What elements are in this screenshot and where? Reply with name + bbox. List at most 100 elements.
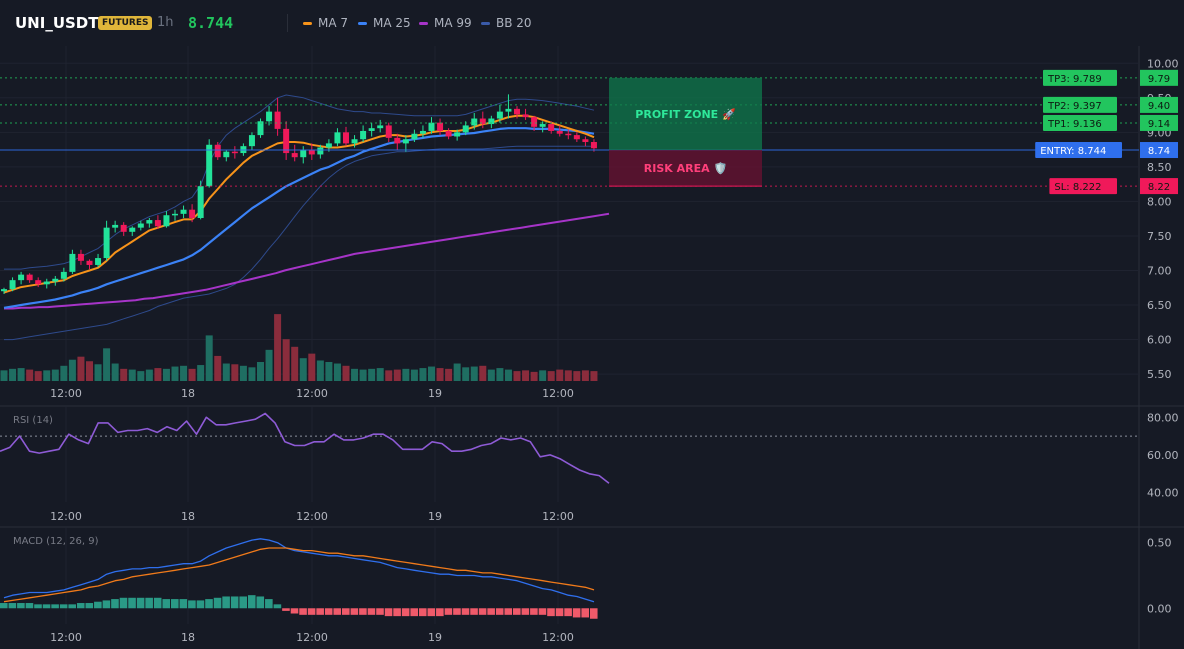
- candle-body: [343, 132, 349, 144]
- candle-body: [291, 153, 298, 158]
- candle-body: [95, 258, 102, 265]
- timeframe-label[interactable]: 1h: [157, 15, 174, 30]
- last-price: 8.744: [188, 14, 234, 32]
- profit-zone: [609, 77, 762, 151]
- rsi-tick-label: 60.00: [1147, 449, 1179, 462]
- macd-hist-bar: [555, 608, 564, 617]
- macd-hist-bar: [367, 608, 376, 615]
- macd-hist-bar: [213, 597, 222, 609]
- macd-tick-label: 0.00: [1147, 602, 1172, 615]
- candle-body: [582, 139, 589, 143]
- candle-body: [411, 133, 418, 140]
- macd-hist-bar: [265, 599, 273, 609]
- macd-hist-bar: [436, 608, 444, 617]
- volume-bar: [43, 370, 51, 381]
- candle-body: [163, 215, 170, 227]
- volume-bar: [26, 369, 34, 381]
- macd-hist-bar: [589, 608, 598, 619]
- level-tag-text: ENTRY: 8.744: [1040, 146, 1106, 157]
- macd-hist-bar: [333, 608, 342, 615]
- volume-bar: [239, 365, 247, 381]
- candle-body: [43, 281, 50, 285]
- macd-hist-bar: [0, 603, 8, 609]
- legend-ma99[interactable]: MA 99: [419, 16, 472, 30]
- symbol-label[interactable]: UNI_USDT: [15, 14, 99, 32]
- volume-bar: [419, 368, 427, 381]
- volume-bar: [180, 365, 188, 381]
- volume-bar: [539, 370, 547, 381]
- candle-body: [334, 132, 341, 144]
- volume-bar: [17, 368, 25, 381]
- candle-body: [368, 128, 375, 131]
- macd-hist-bar: [359, 608, 367, 615]
- candle-body: [308, 150, 315, 155]
- volume-bar: [573, 371, 581, 381]
- volume-bar: [51, 369, 59, 381]
- level-tag-text: TP3: 9.789: [1047, 74, 1102, 85]
- macd-hist-bar: [418, 608, 427, 617]
- volume-bar: [299, 358, 307, 381]
- legend-label: MA 7: [318, 16, 349, 30]
- macd-hist-bar: [51, 604, 59, 609]
- macd-hist-bar: [427, 608, 436, 617]
- candle-body: [539, 124, 546, 127]
- macd-hist-bar: [478, 608, 487, 615]
- candle-body: [1, 289, 7, 292]
- legend-swatch: [419, 21, 428, 25]
- macd-hist-bar: [316, 608, 324, 615]
- legend-ma25[interactable]: MA 25: [358, 16, 411, 30]
- legend-ma7[interactable]: MA 7: [303, 16, 348, 30]
- candle-body: [437, 122, 444, 131]
- candle-body: [154, 220, 161, 227]
- volume-bar: [547, 371, 555, 381]
- volume-bar: [376, 368, 384, 381]
- risk-zone: [609, 150, 762, 187]
- level-value-text: 9.79: [1148, 74, 1170, 85]
- candle-body: [385, 125, 392, 138]
- volume-bar: [274, 314, 282, 381]
- level-value-box: [1140, 114, 1178, 131]
- volume-bar: [513, 371, 521, 381]
- legend-bb20[interactable]: BB 20: [481, 16, 532, 30]
- macd-hist-bar: [393, 608, 401, 617]
- candle-body: [402, 139, 409, 144]
- macd-label: MACD (12, 26, 9): [13, 536, 99, 547]
- macd-hist-bar: [188, 600, 196, 609]
- time-tick-label: 12:00: [296, 510, 328, 523]
- volume-bar: [77, 356, 85, 381]
- candle-body: [137, 223, 144, 228]
- candle-body: [248, 135, 255, 147]
- candle-body: [86, 260, 93, 265]
- time-tick-label: 12:00: [542, 631, 574, 644]
- candle-body: [180, 209, 187, 214]
- time-tick-label: 19: [428, 510, 442, 523]
- candle-body: [573, 135, 580, 140]
- volume-bar: [504, 369, 512, 381]
- volume-bar: [68, 359, 76, 381]
- candle-body: [9, 280, 16, 290]
- time-tick-label: 12:00: [296, 387, 328, 400]
- volume-bar: [487, 369, 495, 381]
- volume-bar: [214, 355, 222, 381]
- macd-hist-bar: [470, 608, 478, 615]
- macd-tick-label: 0.50: [1147, 537, 1172, 550]
- macd-hist-bar: [401, 608, 410, 617]
- volume-bar: [197, 365, 205, 381]
- candle-body: [60, 271, 67, 279]
- level-tag: [1049, 178, 1117, 195]
- macd-hist-bar: [94, 601, 102, 609]
- legend-swatch: [481, 21, 490, 25]
- macd-hist-bar: [153, 597, 162, 609]
- volume-bar: [9, 368, 17, 381]
- volume-bar: [410, 369, 418, 381]
- volume-bar: [86, 361, 93, 381]
- time-tick-label: 18: [181, 631, 195, 644]
- candle-body: [18, 274, 25, 281]
- candle-body: [197, 186, 204, 218]
- price-tick-label: 6.00: [1147, 334, 1172, 347]
- level-tag-text: TP1: 9.136: [1047, 119, 1102, 130]
- macd-hist-bar: [273, 604, 282, 609]
- time-tick-label: 12:00: [542, 387, 574, 400]
- macd-hist-bar: [376, 608, 384, 615]
